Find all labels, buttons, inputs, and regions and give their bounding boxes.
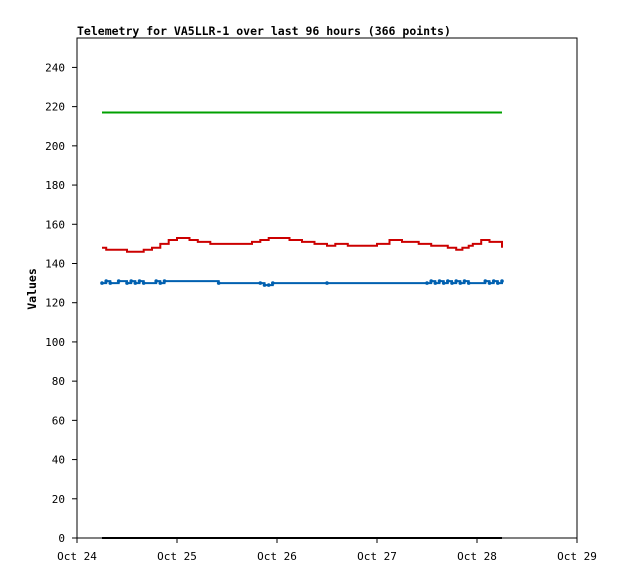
data-point [454, 279, 459, 283]
data-point [158, 281, 163, 285]
x-tick-label: Oct 27 [357, 550, 397, 563]
data-point [258, 281, 263, 285]
data-point [104, 279, 108, 283]
data-point [433, 281, 438, 285]
data-point [483, 279, 488, 283]
data-point [487, 281, 492, 285]
data-point [100, 281, 104, 285]
data-point [162, 279, 167, 283]
data-point [466, 281, 471, 285]
data-point [108, 281, 113, 285]
x-tick-label: Oct 24 [57, 550, 97, 563]
y-axis-label: Values [25, 268, 39, 310]
y-tick-label: 180 [45, 179, 65, 192]
y-axis-ticks: 0 20 40 60 80 100 120 140 160 180 200 220 240 [45, 61, 77, 545]
y-tick-label: 20 [52, 493, 65, 506]
data-point [325, 281, 329, 285]
y-tick-label: 0 [58, 532, 65, 545]
series-lines [100, 111, 504, 539]
data-point [500, 279, 504, 283]
data-point [491, 279, 496, 283]
y-tick-label: 140 [45, 257, 65, 270]
data-point [216, 281, 221, 285]
data-point [437, 279, 442, 283]
data-point [125, 281, 129, 285]
data-point [496, 281, 500, 285]
y-tick-label: 100 [45, 336, 65, 349]
x-tick-label: Oct 26 [257, 550, 297, 563]
plot-frame [76, 37, 578, 539]
y-tick-label: 200 [45, 140, 65, 153]
y-tick-label: 60 [52, 414, 65, 427]
x-tick-label: Oct 29 [557, 550, 597, 563]
data-point [154, 279, 158, 283]
data-point [429, 279, 434, 283]
data-point [441, 281, 446, 285]
data-point [271, 281, 275, 285]
y-tick-label: 120 [45, 297, 65, 310]
y-tick-label: 160 [45, 218, 65, 231]
x-axis-ticks: Oct 24 Oct 25 Oct 26 Oct 27 Oct 28 Oct 29 [57, 538, 597, 563]
data-point [266, 283, 271, 287]
data-point [458, 281, 463, 285]
data-point [141, 281, 146, 285]
data-point [116, 279, 121, 283]
x-tick-label: Oct 28 [457, 550, 497, 563]
data-point [450, 281, 454, 285]
data-point [137, 279, 142, 283]
series-line-2 [102, 237, 503, 253]
y-tick-label: 80 [52, 375, 65, 388]
data-point [446, 279, 450, 283]
data-point [462, 279, 467, 283]
data-point [133, 281, 138, 285]
y-tick-label: 240 [45, 61, 65, 74]
x-tick-label: Oct 25 [157, 550, 197, 563]
data-point [425, 281, 429, 285]
chart-title: Telemetry for VA5LLR-1 over last 96 hour… [77, 24, 451, 38]
data-point [129, 279, 133, 283]
y-tick-label: 220 [45, 101, 65, 114]
data-point [262, 283, 267, 287]
y-tick-label: 40 [52, 454, 65, 467]
